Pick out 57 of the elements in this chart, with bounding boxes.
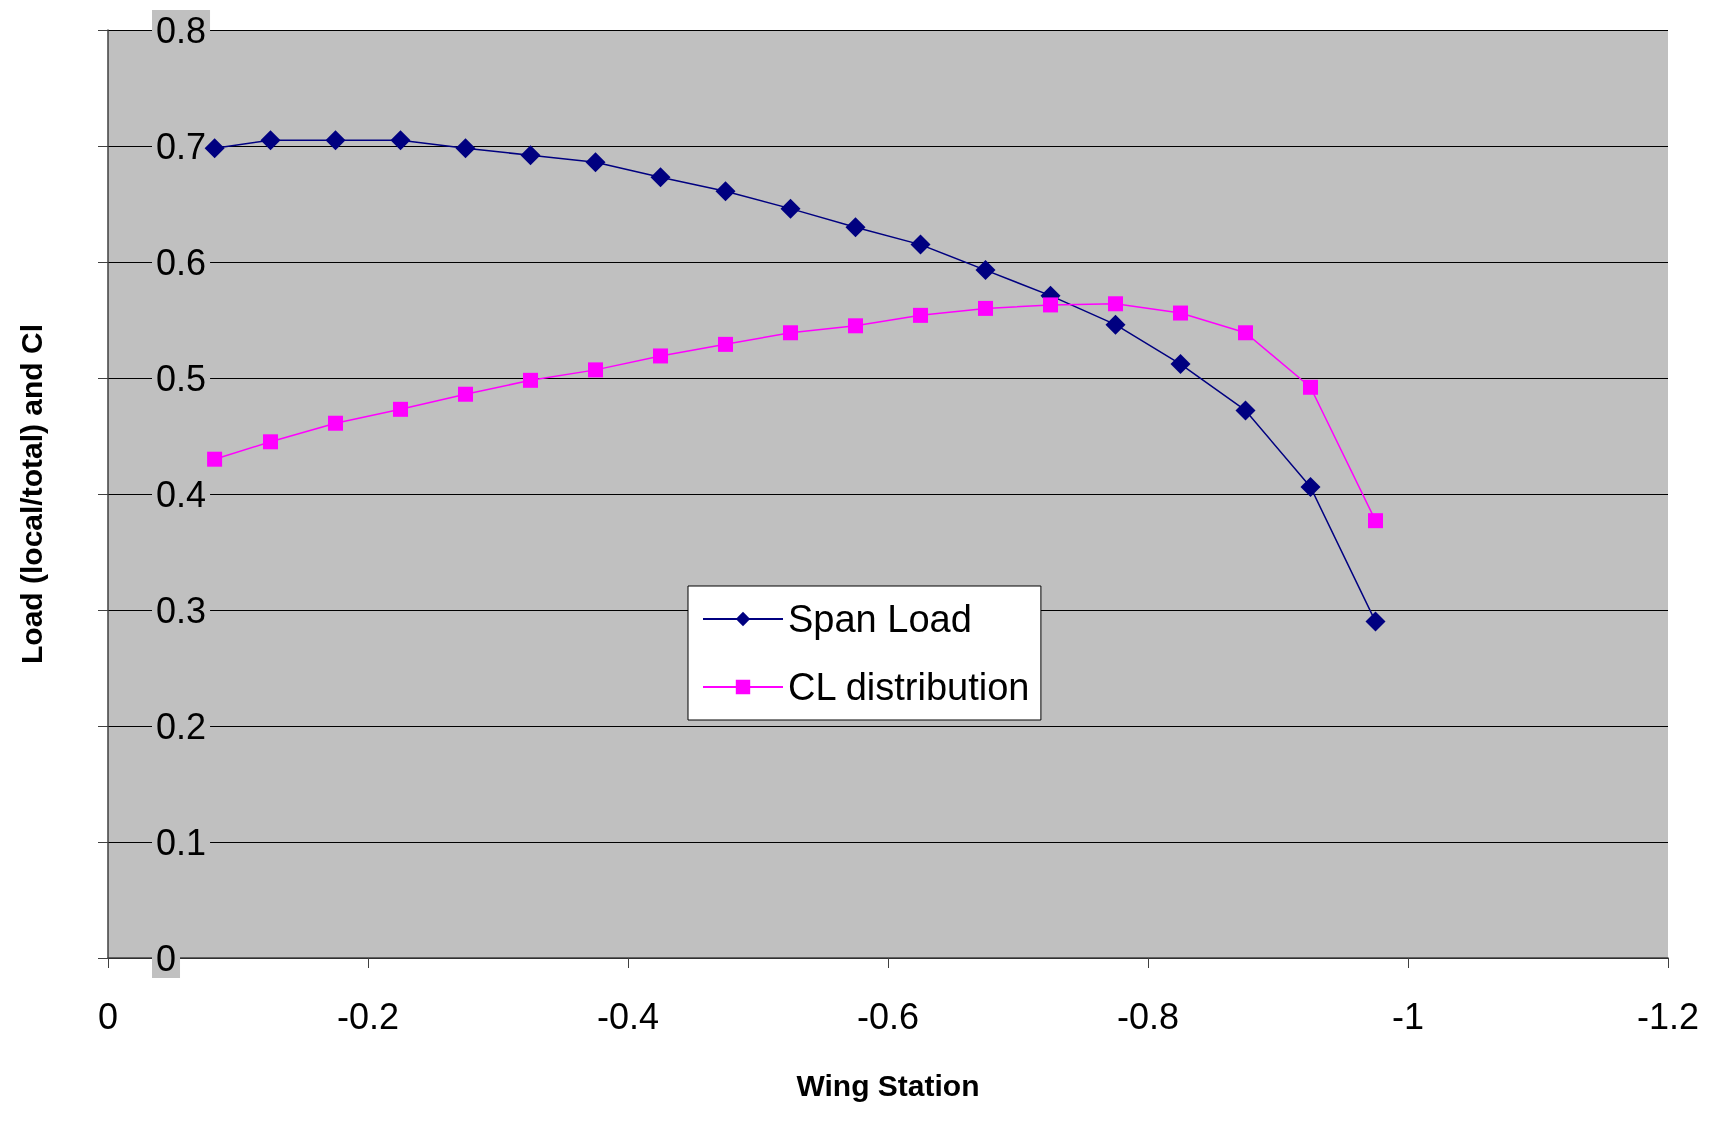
point [204,138,225,159]
y-axis-title: Load (local/total) and Cl [14,323,48,665]
x-tick-label: -0.6 [856,995,920,1037]
point [1043,297,1058,313]
point [260,130,281,151]
point [783,325,798,341]
x-tick-label: 0 [97,995,119,1037]
point [585,152,606,173]
x-tick-label: -1 [1391,995,1425,1037]
point [1365,611,1386,632]
point [718,336,733,352]
legend-label: Span Load [788,598,972,640]
point [458,386,473,402]
point [588,362,603,378]
x-tick-label: -0.8 [1116,995,1180,1037]
point [390,130,411,151]
point [910,234,931,255]
x-tick-label: -0.2 [336,995,400,1037]
point [328,415,343,431]
point [978,300,993,316]
y-tick-label: 0.6 [156,241,207,283]
y-tick-label: 0.3 [156,589,207,631]
point [913,307,928,323]
point [1105,314,1126,335]
point [848,318,863,334]
point [1170,354,1191,375]
y-tick-label: 0.1 [156,821,207,863]
point [1108,296,1123,312]
y-tick-label: 0.4 [156,473,207,515]
x-axis-title: Wing Station [796,1068,980,1102]
point [780,198,801,219]
point [653,348,668,364]
x-tick-label: -1.2 [1636,995,1700,1037]
point [1303,379,1318,395]
point [325,130,346,151]
legend-label: CL distribution [788,666,1030,708]
point [845,217,866,238]
point [1173,305,1188,321]
point [975,260,996,281]
point [393,401,408,417]
point [1368,513,1383,529]
y-tick-label: 0.2 [156,705,207,747]
point [715,181,736,202]
point [455,138,476,159]
x-tick-label: -0.4 [596,995,660,1037]
point [520,145,541,166]
point [1238,325,1253,341]
y-tick-label: 0.7 [156,125,207,167]
point [263,434,278,450]
point [1300,477,1321,498]
y-tick-label: 0 [156,937,177,979]
y-tick-label: 0.8 [156,9,207,51]
y-tick-label: 0.5 [156,357,207,399]
point [1235,400,1256,421]
point [650,167,671,188]
point [207,451,223,467]
point [523,372,538,388]
